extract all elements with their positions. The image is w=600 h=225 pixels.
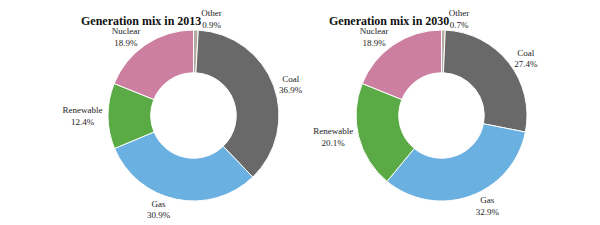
svg-text:Nuclear18.9%: Nuclear18.9%	[112, 26, 140, 48]
svg-text:Renewable12.4%: Renewable12.4%	[63, 105, 103, 127]
svg-text:Other0.7%: Other0.7%	[449, 8, 470, 30]
svg-text:Nuclear18.9%: Nuclear18.9%	[360, 26, 388, 48]
svg-text:Generation mix in 2030: Generation mix in 2030	[329, 14, 449, 28]
svg-text:Other0.9%: Other0.9%	[201, 8, 222, 30]
svg-text:Generation mix in 2013: Generation mix in 2013	[81, 14, 201, 28]
svg-text:Renewable20.1%: Renewable20.1%	[313, 126, 353, 148]
svg-text:Gas30.9%: Gas30.9%	[147, 199, 171, 221]
svg-text:Gas32.9%: Gas32.9%	[476, 195, 500, 217]
svg-text:Coal36.9%: Coal36.9%	[279, 74, 303, 96]
svg-text:Coal27.4%: Coal27.4%	[514, 48, 538, 70]
